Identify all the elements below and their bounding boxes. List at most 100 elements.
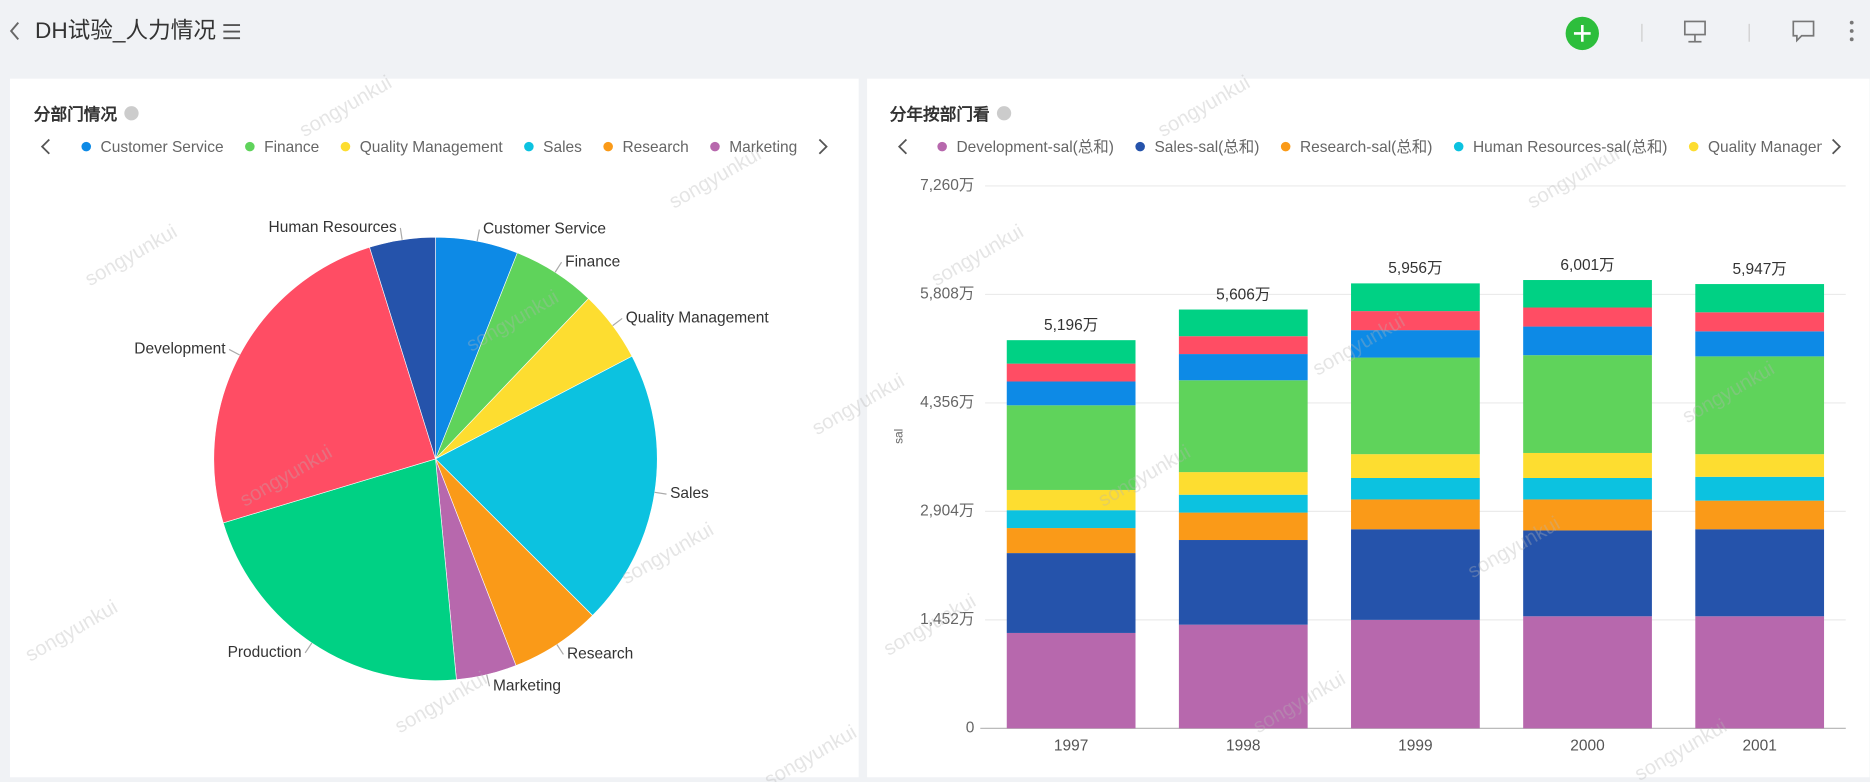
leader-line <box>556 644 564 655</box>
bar-segment <box>1006 510 1136 529</box>
x-tick-label: 2000 <box>1570 737 1604 754</box>
y-tick-label: 2,904万 <box>920 502 974 519</box>
y-tick-label: 1,452万 <box>920 611 974 628</box>
leader-line <box>654 491 667 495</box>
total-label: 5,956万 <box>1388 260 1442 277</box>
bar-segment <box>1523 499 1652 531</box>
legend-label: Human Resources-sal(总和) <box>1473 138 1667 156</box>
legend-next[interactable] <box>818 138 828 155</box>
add-button[interactable] <box>1565 16 1599 51</box>
back-button[interactable] <box>9 22 20 40</box>
bar-segment <box>1523 478 1652 500</box>
leader-line <box>476 229 480 242</box>
slice-label: Production <box>228 644 302 661</box>
legend-label: Development-sal(总和) <box>956 138 1113 156</box>
total-label: 5,947万 <box>1733 261 1787 278</box>
bar-segment <box>1523 280 1652 308</box>
legend-marker <box>1453 141 1464 152</box>
comment-icon[interactable] <box>1792 20 1815 43</box>
info-icon <box>124 106 139 121</box>
legend-marker <box>937 141 947 152</box>
slice-label: Research <box>567 646 633 663</box>
more-icon[interactable] <box>1849 20 1854 42</box>
legend-label: Quality Management <box>360 139 504 156</box>
legend: Development-sal(总和) Sales-sal(总和) Research… <box>937 138 1822 156</box>
bar-segment <box>1695 356 1825 455</box>
bar-segment <box>1695 331 1825 357</box>
bar-segment <box>1523 530 1652 617</box>
bar-segment <box>1523 452 1652 479</box>
leader-line <box>228 348 240 356</box>
charts: Customer Service Finance Quality Managemen… <box>124 106 1846 754</box>
legend-label: Sales-sal(总和) <box>1154 138 1259 156</box>
bar-segment <box>1351 283 1480 312</box>
legend-marker <box>245 141 255 152</box>
bar-segment <box>1351 499 1480 530</box>
bar-segment <box>1351 454 1480 479</box>
leader-line <box>486 674 491 687</box>
bar-segment <box>1006 553 1136 633</box>
bar-segment <box>1695 284 1825 313</box>
panel-title: 分部门情况 <box>34 104 118 124</box>
present-icon[interactable] <box>1683 20 1706 43</box>
bar-segment <box>1695 500 1825 530</box>
menu-icon[interactable] <box>223 24 241 40</box>
bar-segment <box>1178 540 1308 625</box>
total-label: 6,001万 <box>1560 257 1614 274</box>
bar-segment <box>1351 311 1480 331</box>
legend: Customer Service Finance Quality Managemen… <box>81 139 797 156</box>
bar-segment <box>1178 354 1308 381</box>
bar-segment <box>1006 381 1136 406</box>
pie-slice <box>213 246 436 524</box>
bar-segment <box>1351 357 1480 455</box>
slice-label: Marketing <box>493 677 561 694</box>
bar-segment <box>1695 454 1825 477</box>
legend-label: Finance <box>264 139 319 156</box>
bar-segment <box>1006 489 1136 511</box>
legend-prev[interactable] <box>40 138 50 155</box>
page-title: DH试验_人力情况 <box>35 18 216 43</box>
legend-marker <box>1280 141 1291 152</box>
pie-slice <box>222 458 457 681</box>
bar-segment <box>1178 512 1308 541</box>
bar-segment <box>1006 632 1136 729</box>
bar-segment <box>1523 307 1652 327</box>
legend-prev[interactable] <box>897 138 908 155</box>
x-tick-label: 2001 <box>1742 737 1776 754</box>
panel-title: 分年按部门看 <box>890 104 990 124</box>
info-icon <box>996 106 1012 121</box>
legend-marker <box>81 141 92 152</box>
bar-segment <box>1006 405 1136 490</box>
bar-segment <box>1006 528 1136 554</box>
bar-segment <box>1695 616 1825 729</box>
bar-segment <box>1351 478 1480 500</box>
legend-next[interactable] <box>1831 138 1842 155</box>
bar-segment <box>1523 355 1652 453</box>
y-tick-label: 5,808万 <box>920 286 974 303</box>
x-tick-label: 1999 <box>1398 737 1432 754</box>
bar-segment <box>1178 494 1308 513</box>
bar-segment <box>1178 336 1308 355</box>
slice-label: Development <box>134 341 226 358</box>
leader-line <box>399 227 403 240</box>
x-tick-label: 1997 <box>1054 737 1088 754</box>
bar-segment <box>1178 472 1308 495</box>
leader-line <box>612 317 623 327</box>
bar-segment <box>1351 330 1480 358</box>
bar-segment <box>1178 380 1308 473</box>
y-axis-title: sal <box>891 429 905 444</box>
y-tick-label: 0 <box>966 719 975 736</box>
legend-label: Marketing <box>729 139 797 156</box>
legend-marker <box>603 141 613 152</box>
bar-segment <box>1351 529 1480 620</box>
leader-line <box>304 642 313 654</box>
bar-segment <box>1695 312 1825 332</box>
bar-segment <box>1006 363 1136 382</box>
slice-label: Finance <box>565 253 620 270</box>
bar-segment <box>1523 326 1652 356</box>
total-label: 5,196万 <box>1044 317 1098 334</box>
bar-segment <box>1178 624 1308 729</box>
y-tick-label: 4,356万 <box>920 394 974 411</box>
bar-segment <box>1178 309 1308 337</box>
